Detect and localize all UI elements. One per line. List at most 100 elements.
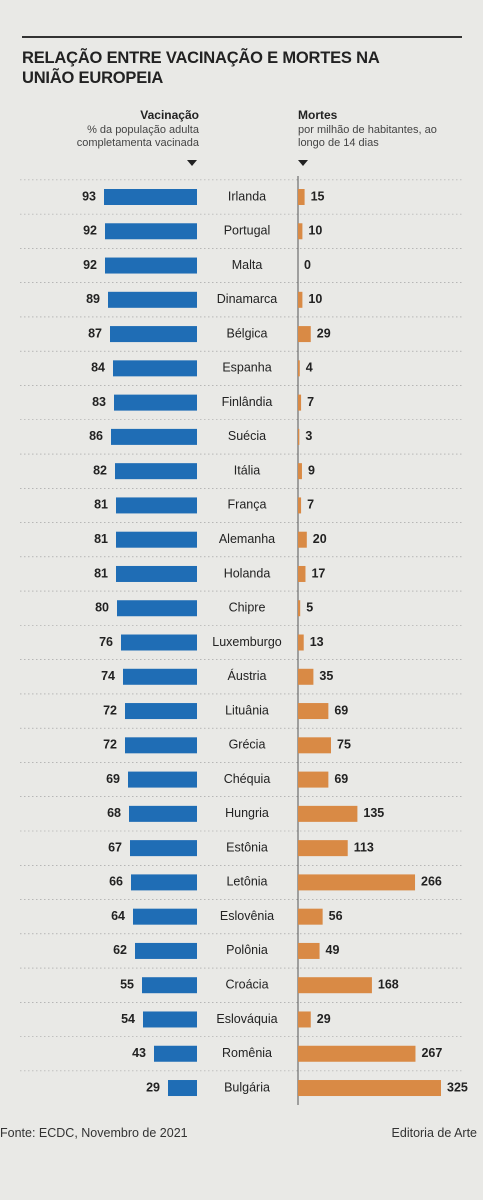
value-label: 74 xyxy=(101,669,115,683)
value-label: 83 xyxy=(92,395,106,409)
value-label: 29 xyxy=(146,1080,160,1094)
bar xyxy=(154,1045,197,1062)
value-label: 9 xyxy=(308,463,315,477)
bar xyxy=(125,703,197,720)
value-label: 69 xyxy=(106,772,120,786)
bar xyxy=(130,840,197,857)
value-label: 325 xyxy=(447,1080,468,1094)
value-label: 64 xyxy=(111,909,125,923)
category-label: Hungria xyxy=(225,806,269,820)
category-label: Alemanha xyxy=(219,532,275,546)
bar xyxy=(298,977,372,994)
bar xyxy=(133,908,197,925)
value-label: 69 xyxy=(334,772,348,786)
bar xyxy=(298,942,320,959)
bar xyxy=(105,257,197,274)
value-label: 89 xyxy=(86,292,100,306)
value-label: 135 xyxy=(363,806,384,820)
value-label: 75 xyxy=(337,738,351,752)
bar xyxy=(113,360,197,377)
bar xyxy=(135,942,197,959)
bar xyxy=(298,463,302,480)
value-label: 13 xyxy=(310,635,324,649)
value-label: 82 xyxy=(93,463,107,477)
series-description: % da população adulta completamenta vaci… xyxy=(76,124,199,149)
bar xyxy=(298,291,303,308)
value-label: 20 xyxy=(313,532,327,546)
category-label: Eslovênia xyxy=(220,909,274,923)
bar xyxy=(108,291,197,308)
bar xyxy=(116,531,197,548)
pointer xyxy=(187,160,197,166)
bar xyxy=(298,428,300,445)
value-label: 67 xyxy=(108,840,122,854)
bar xyxy=(111,428,197,445)
bar xyxy=(298,189,305,205)
category-label: Bulgária xyxy=(224,1080,270,1094)
category-label: Polônia xyxy=(226,943,268,957)
value-label: 35 xyxy=(319,669,333,683)
bar xyxy=(298,394,302,411)
bar xyxy=(298,326,311,343)
bar xyxy=(116,565,197,582)
series-name: Vacinação xyxy=(140,108,199,122)
category-label: Luxemburgo xyxy=(212,635,282,649)
bar xyxy=(298,600,301,617)
bar xyxy=(298,634,304,651)
bar xyxy=(114,394,197,411)
value-label: 54 xyxy=(121,1012,135,1026)
bar xyxy=(123,668,197,685)
bar xyxy=(110,326,197,343)
category-label: Espanha xyxy=(222,361,271,375)
value-label: 92 xyxy=(83,224,97,238)
bar xyxy=(298,703,329,720)
category-label: Irlanda xyxy=(228,189,266,203)
bar xyxy=(298,668,314,685)
value-label: 15 xyxy=(311,189,325,203)
bar xyxy=(298,737,331,754)
series-name: Mortes xyxy=(298,108,338,122)
bar xyxy=(298,1011,311,1028)
value-label: 93 xyxy=(82,189,96,203)
bar xyxy=(131,874,197,891)
value-label: 0 xyxy=(304,258,311,272)
category-label: Eslováquia xyxy=(216,1012,277,1026)
value-label: 49 xyxy=(326,943,340,957)
bar xyxy=(117,600,197,617)
value-label: 267 xyxy=(421,1046,442,1060)
bar xyxy=(298,497,302,514)
value-label: 76 xyxy=(99,635,113,649)
bar xyxy=(105,223,197,240)
bar xyxy=(129,805,197,822)
bar xyxy=(116,497,197,514)
category-label: Grécia xyxy=(229,738,266,752)
value-label: 80 xyxy=(95,601,109,615)
category-label: Dinamarca xyxy=(217,292,277,306)
category-label: Romênia xyxy=(222,1046,272,1060)
bar xyxy=(298,771,329,788)
value-label: 43 xyxy=(132,1046,146,1060)
category-label: Áustria xyxy=(228,668,267,683)
value-label: 86 xyxy=(89,429,103,443)
bar xyxy=(298,840,348,857)
value-label: 266 xyxy=(421,875,442,889)
value-label: 87 xyxy=(88,326,102,340)
bar xyxy=(298,531,307,548)
bar xyxy=(298,360,300,377)
bar xyxy=(104,189,197,205)
credit: Editoria de Arte xyxy=(391,1126,477,1140)
value-label: 10 xyxy=(308,292,322,306)
category-label: Holanda xyxy=(224,566,271,580)
value-label: 168 xyxy=(378,978,399,992)
bar xyxy=(298,1045,416,1062)
value-label: 4 xyxy=(306,361,313,375)
value-label: 81 xyxy=(94,566,108,580)
category-label: Itália xyxy=(234,463,260,477)
value-label: 72 xyxy=(103,738,117,752)
category-label: Lituânia xyxy=(225,703,269,717)
pointer xyxy=(298,160,308,166)
value-label: 81 xyxy=(94,498,108,512)
bar xyxy=(298,874,416,891)
category-label: Estônia xyxy=(226,840,268,854)
category-label: Finlândia xyxy=(222,395,273,409)
